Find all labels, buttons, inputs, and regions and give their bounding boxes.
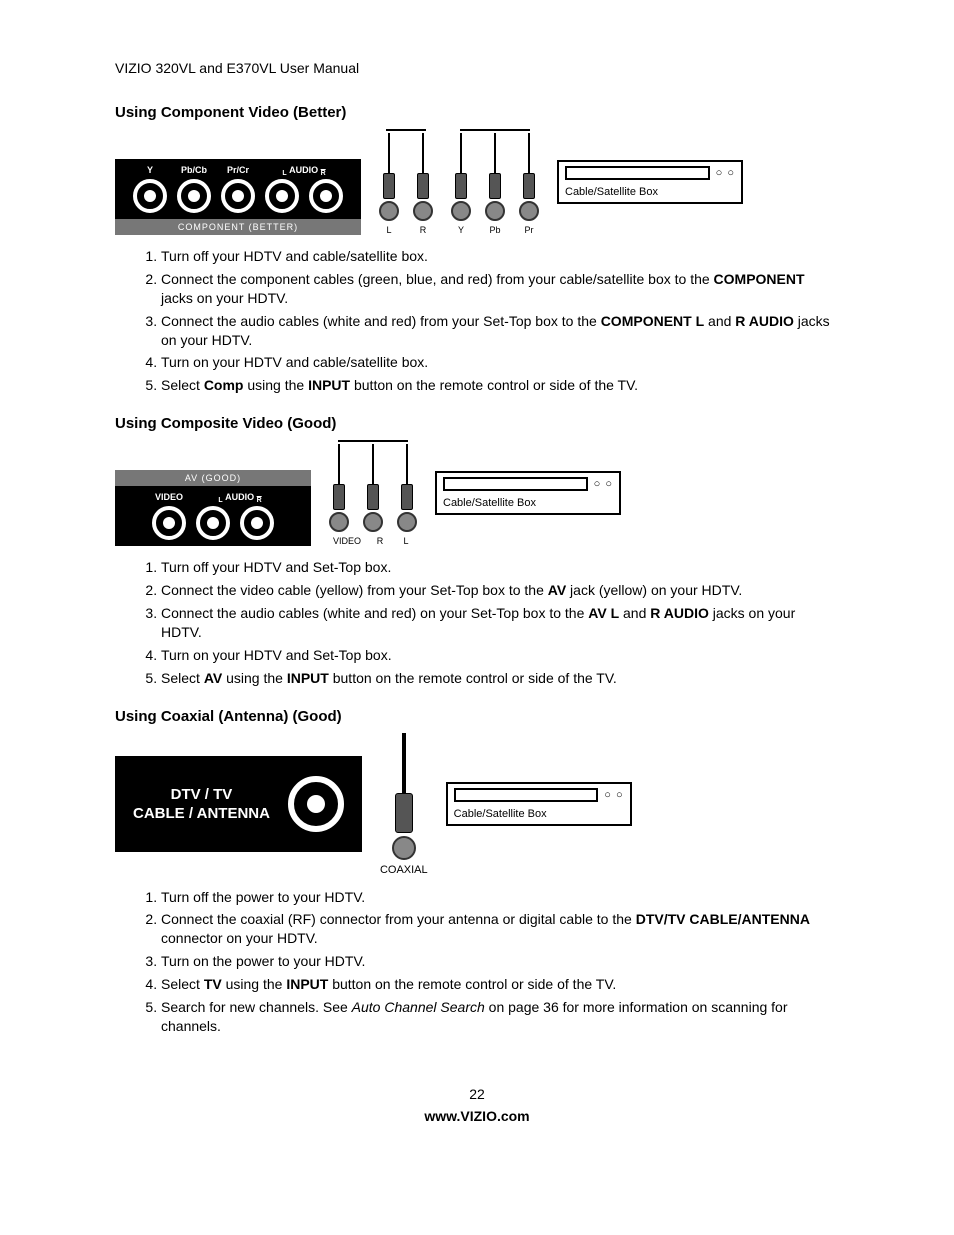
step-item: Connect the audio cables (white and red)…: [161, 604, 839, 642]
step-item: Turn off your HDTV and cable/satellite b…: [161, 247, 839, 266]
jack-audio-l-2: [196, 506, 230, 540]
stb-label-3: Cable/Satellite Box: [454, 808, 624, 820]
label-y: Y: [133, 165, 167, 175]
step-item: Turn on your HDTV and Set-Top box.: [161, 646, 839, 665]
step-item: Turn on your HDTV and cable/satellite bo…: [161, 353, 839, 372]
section-composite-title: Using Composite Video (Good): [115, 415, 839, 432]
coax-steps: Turn off the power to your HDTV. Connect …: [115, 888, 839, 1036]
plug-label-video: VIDEO: [330, 536, 364, 546]
component-steps: Turn off your HDTV and cable/satellite b…: [115, 247, 839, 395]
section-coax-title: Using Coaxial (Antenna) (Good): [115, 708, 839, 725]
step-item: Select Comp using the INPUT button on th…: [161, 376, 839, 395]
section-component-title: Using Component Video (Better): [115, 104, 839, 121]
composite-panel-top: AV (GOOD): [115, 470, 311, 486]
coax-plug-label: COAXIAL: [380, 864, 428, 876]
label-video: VIDEO: [147, 492, 191, 502]
plug-label-l-2: L: [396, 536, 416, 546]
composite-panel: AV (GOOD) VIDEO L AUDIO R: [115, 470, 311, 546]
website: www.VIZIO.com: [115, 1108, 839, 1124]
label-pr: Pr/Cr: [221, 165, 255, 175]
label-audio: L AUDIO R: [265, 165, 343, 175]
stb-box-1: ○ ○ Cable/Satellite Box: [557, 160, 743, 204]
component-diagram-row: Y Pb/Cb Pr/Cr L AUDIO R COMPONENT (BETTE…: [115, 129, 839, 235]
composite-plugs: VIDEO R L: [329, 440, 417, 546]
step-item: Turn on the power to your HDTV.: [161, 952, 839, 971]
component-panel: Y Pb/Cb Pr/Cr L AUDIO R COMPONENT (BETTE…: [115, 159, 361, 235]
step-item: Connect the audio cables (white and red)…: [161, 312, 839, 350]
composite-steps: Turn off your HDTV and Set-Top box. Conne…: [115, 558, 839, 687]
page-number: 22: [115, 1086, 839, 1102]
plug-label-l: L: [379, 225, 399, 235]
coax-line-2: CABLE / ANTENNA: [133, 804, 270, 824]
component-panel-footer: COMPONENT (BETTER): [115, 219, 361, 235]
label-pb: Pb/Cb: [177, 165, 211, 175]
coax-plug-group: COAXIAL: [380, 733, 428, 876]
step-item: Select TV using the INPUT button on the …: [161, 975, 839, 994]
component-video-plugs: Y Pb Pr: [451, 129, 539, 235]
step-item: Turn off your HDTV and Set-Top box.: [161, 558, 839, 577]
plug-label-pb: Pb: [485, 225, 505, 235]
jack-audio-r-2: [240, 506, 274, 540]
jack-y: [133, 179, 167, 213]
manual-header: VIZIO 320VL and E370VL User Manual: [115, 60, 839, 76]
plug-label-r: R: [413, 225, 433, 235]
coax-panel: DTV / TV CABLE / ANTENNA: [115, 756, 362, 852]
jack-pr: [221, 179, 255, 213]
coax-line-1: DTV / TV: [133, 785, 270, 805]
coax-diagram-row: DTV / TV CABLE / ANTENNA COAXIAL ○ ○ Cab…: [115, 733, 839, 876]
stb-box-2: ○ ○ Cable/Satellite Box: [435, 471, 621, 515]
component-audio-plugs: L R: [379, 129, 433, 235]
step-item: Select AV using the INPUT button on the …: [161, 669, 839, 688]
composite-diagram-row: AV (GOOD) VIDEO L AUDIO R VIDEO: [115, 440, 839, 546]
coax-jack: [288, 776, 344, 832]
jack-pb: [177, 179, 211, 213]
step-item: Connect the video cable (yellow) from yo…: [161, 581, 839, 600]
stb-label-1: Cable/Satellite Box: [565, 186, 735, 198]
page-footer: 22 www.VIZIO.com: [115, 1086, 839, 1124]
plug-label-y: Y: [451, 225, 471, 235]
label-audio-2: L AUDIO R: [201, 492, 279, 502]
stb-box-3: ○ ○ Cable/Satellite Box: [446, 782, 632, 826]
jack-audio-l: [265, 179, 299, 213]
jack-video: [152, 506, 186, 540]
step-item: Search for new channels. See Auto Channe…: [161, 998, 839, 1036]
step-item: Connect the coaxial (RF) connector from …: [161, 910, 839, 948]
plug-label-r-2: R: [370, 536, 390, 546]
step-item: Turn off the power to your HDTV.: [161, 888, 839, 907]
jack-audio-r: [309, 179, 343, 213]
plug-label-pr: Pr: [519, 225, 539, 235]
stb-label-2: Cable/Satellite Box: [443, 497, 613, 509]
step-item: Connect the component cables (green, blu…: [161, 270, 839, 308]
